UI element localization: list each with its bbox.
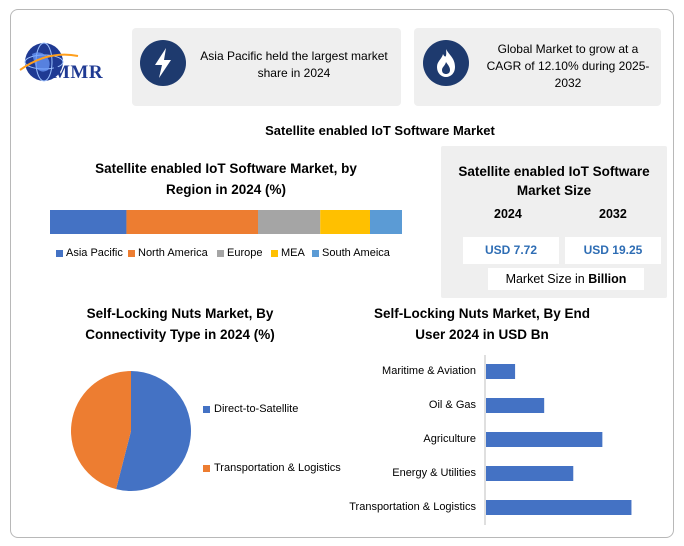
enduser-category-label: Energy & Utilities bbox=[392, 467, 476, 479]
legend-swatch bbox=[128, 249, 135, 257]
highlight-region-line-2: share in 2024 bbox=[257, 66, 331, 80]
enduser-bar-maritime-aviation bbox=[486, 364, 516, 379]
highlight-cagr-line-2: CAGR of 12.10% during 2025- bbox=[486, 59, 650, 73]
legend-swatch bbox=[271, 249, 278, 257]
pie-legend-item-direct-to-satellite: Direct-to-Satellite bbox=[203, 403, 298, 415]
value-end: USD 19.25 bbox=[565, 237, 661, 264]
size-footer-unit: Billion bbox=[588, 272, 627, 286]
legend-label: MEA bbox=[281, 247, 305, 259]
enduser-category-label: Oil & Gas bbox=[428, 399, 476, 411]
region-legend-item-europe: Europe bbox=[217, 247, 262, 259]
connectivity-title-line-2: Connectivity Type in 2024 (%) bbox=[85, 327, 275, 342]
pie-slice-direct-to-satellite bbox=[116, 371, 191, 491]
enduser-bar-transportation-logistics bbox=[486, 500, 632, 515]
enduser-bar-oil-gas bbox=[486, 398, 545, 413]
enduser-category-label: Agriculture bbox=[423, 433, 476, 445]
region-bar-segment-south-ameica bbox=[370, 210, 402, 234]
flame-icon bbox=[423, 40, 469, 86]
value-start: USD 7.72 bbox=[463, 237, 559, 264]
enduser-bar-agriculture bbox=[486, 432, 603, 447]
region-legend-item-mea: MEA bbox=[271, 247, 305, 259]
enduser-category-label: Maritime & Aviation bbox=[382, 365, 476, 377]
region-bar-segment-north-america bbox=[126, 210, 258, 234]
highlight-card-cagr: Global Market to grow at a CAGR of 12.10… bbox=[414, 28, 661, 106]
legend-label: Asia Pacific bbox=[66, 247, 123, 259]
size-footer: Market Size in Billion bbox=[488, 268, 644, 290]
highlight-cagr-line-1: Global Market to grow at a bbox=[497, 42, 639, 56]
legend-swatch bbox=[203, 405, 210, 413]
legend-swatch bbox=[203, 464, 210, 472]
region-title-line-1: Satellite enabled IoT Software Market, b… bbox=[95, 161, 357, 176]
connectivity-pie-chart bbox=[70, 371, 191, 491]
region-stacked-bar-chart bbox=[50, 210, 402, 234]
pie-slice-transportation-logistics bbox=[70, 371, 131, 490]
legend-label: Europe bbox=[227, 247, 263, 259]
legend-swatch bbox=[56, 249, 63, 257]
highlight-cagr-line-3: 2032 bbox=[554, 76, 582, 90]
market-size-card: Satellite enabled IoT Software Market Si… bbox=[441, 146, 667, 298]
enduser-title-line-1: Self-Locking Nuts Market, By End bbox=[373, 306, 591, 321]
legend-label: South Ameica bbox=[322, 247, 390, 259]
main-title: Satellite enabled IoT Software Market bbox=[265, 123, 495, 138]
lightning-icon bbox=[140, 40, 186, 86]
legend-swatch bbox=[217, 249, 224, 257]
region-bar-segment-europe bbox=[258, 210, 321, 234]
pie-legend-item-transportation-logistics: Transportation & Logistics bbox=[203, 462, 341, 474]
enduser-category-label: Transportation & Logistics bbox=[349, 501, 476, 513]
enduser-bar-energy-utilities bbox=[486, 466, 574, 481]
year-start: 2024 bbox=[494, 207, 522, 221]
infographic-frame bbox=[10, 9, 674, 538]
connectivity-title-line-1: Self-Locking Nuts Market, By bbox=[86, 306, 274, 321]
size-title-line-1: Satellite enabled IoT Software bbox=[458, 164, 650, 179]
region-legend-item-asia-pacific: Asia Pacific bbox=[56, 247, 123, 259]
region-bar-segment-mea bbox=[320, 210, 370, 234]
legend-swatch bbox=[312, 249, 319, 257]
highlight-region-line-1: Asia Pacific held the largest market bbox=[200, 49, 388, 63]
brand-name: MMR bbox=[52, 62, 104, 83]
size-footer-prefix: Market Size in bbox=[505, 272, 589, 286]
highlight-card-region: Asia Pacific held the largest market sha… bbox=[132, 28, 401, 106]
legend-label: North America bbox=[138, 247, 208, 259]
region-legend-item-north-america: North America bbox=[128, 247, 208, 259]
globe-logo-icon bbox=[19, 42, 79, 82]
legend-label: Direct-to-Satellite bbox=[214, 403, 299, 415]
size-title-line-2: Market Size bbox=[516, 183, 592, 198]
region-bar-segment-asia-pacific bbox=[50, 210, 127, 234]
year-end: 2032 bbox=[599, 207, 627, 221]
region-legend-item-south-ameica: South Ameica bbox=[312, 247, 390, 259]
legend-label: Transportation & Logistics bbox=[214, 462, 341, 474]
region-title-line-2: Region in 2024 (%) bbox=[165, 182, 287, 197]
enduser-title-line-2: User 2024 in USD Bn bbox=[415, 327, 549, 342]
enduser-bar-chart bbox=[484, 355, 632, 525]
